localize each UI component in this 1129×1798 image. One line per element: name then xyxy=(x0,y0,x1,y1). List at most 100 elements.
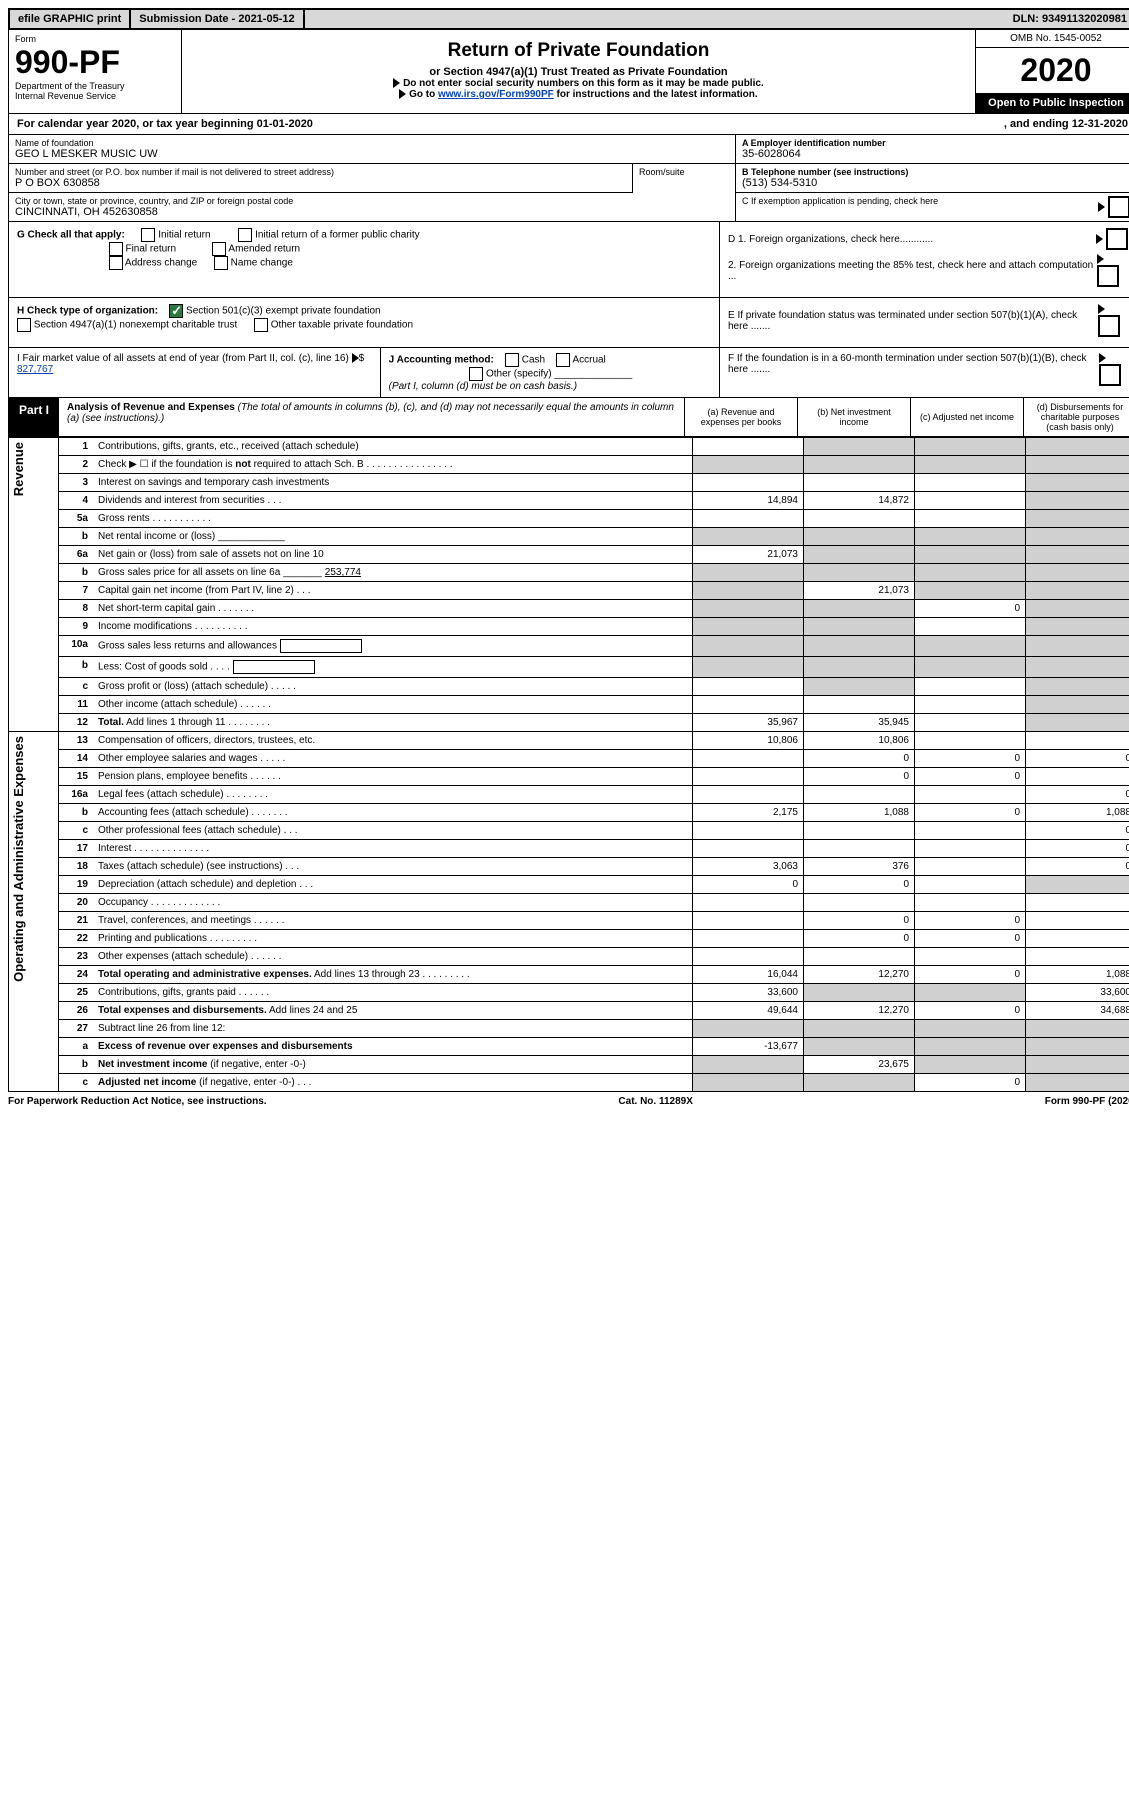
table-row: 18 Taxes (attach schedule) (see instruct… xyxy=(9,858,1129,876)
omb-number: OMB No. 1545-0052 xyxy=(976,30,1129,48)
cell-value xyxy=(693,912,804,930)
checkbox-final[interactable] xyxy=(109,242,123,256)
cell-value xyxy=(1026,732,1129,750)
line-label: Printing and publications . . . . . . . … xyxy=(93,930,693,948)
cell-value: 21,073 xyxy=(804,582,915,600)
line-label: Gross rents . . . . . . . . . . . xyxy=(93,510,693,528)
checkbox-name[interactable] xyxy=(214,256,228,270)
cell-grey xyxy=(1026,546,1129,564)
table-row: 7 Capital gain net income (from Part IV,… xyxy=(9,582,1129,600)
table-row: b Less: Cost of goods sold . . . . xyxy=(9,657,1129,678)
efile-label[interactable]: efile GRAPHIC print xyxy=(10,10,129,28)
note-link: Go to www.irs.gov/Form990PF for instruct… xyxy=(188,89,969,100)
checkbox-other-tax[interactable] xyxy=(254,318,268,332)
cell-value xyxy=(915,714,1026,732)
cell-value xyxy=(915,696,1026,714)
cell-value xyxy=(915,876,1026,894)
cell-grey xyxy=(1026,600,1129,618)
table-row: c Other professional fees (attach schedu… xyxy=(9,822,1129,840)
ein-cell: A Employer identification number 35-6028… xyxy=(736,135,1129,164)
cell-value xyxy=(693,894,804,912)
cell-value xyxy=(1026,930,1129,948)
line-label: Other expenses (attach schedule) . . . .… xyxy=(93,948,693,966)
line-number: b xyxy=(59,1056,94,1074)
triangle-icon xyxy=(1098,304,1105,314)
checkbox-f[interactable] xyxy=(1099,364,1121,386)
d1-label: D 1. Foreign organizations, check here..… xyxy=(728,234,933,245)
cell-value xyxy=(915,474,1026,492)
cell-grey xyxy=(1026,876,1129,894)
cell-value: 0 xyxy=(915,1074,1026,1092)
checkbox-4947[interactable] xyxy=(17,318,31,332)
form-label: Form xyxy=(15,34,175,44)
line-number: 7 xyxy=(59,582,94,600)
checkbox-other-method[interactable] xyxy=(469,367,483,381)
phone: (513) 534-5310 xyxy=(742,177,817,189)
cell-grey xyxy=(915,456,1026,474)
cell-value xyxy=(804,786,915,804)
header-center: Return of Private Foundation or Section … xyxy=(182,30,975,113)
cell-value xyxy=(804,696,915,714)
triangle-icon xyxy=(399,89,406,99)
line-number: 4 xyxy=(59,492,94,510)
g-d-row: G Check all that apply: Initial return I… xyxy=(8,222,1129,298)
cell-grey xyxy=(804,564,915,582)
checkbox-d2[interactable] xyxy=(1097,265,1119,287)
checkbox-address[interactable] xyxy=(109,256,123,270)
checkbox-amended[interactable] xyxy=(212,242,226,256)
cell-grey xyxy=(1026,1038,1129,1056)
city-cell: City or town, state or province, country… xyxy=(9,193,735,221)
line-number: a xyxy=(59,1038,94,1056)
foundation-name-cell: Name of foundation GEO L MESKER MUSIC UW xyxy=(9,135,735,164)
table-row: 17 Interest . . . . . . . . . . . . . . … xyxy=(9,840,1129,858)
line-number: c xyxy=(59,1074,94,1092)
cell-value: 0 xyxy=(1026,840,1129,858)
line-label: Legal fees (attach schedule) . . . . . .… xyxy=(93,786,693,804)
cell-value xyxy=(915,492,1026,510)
checkbox-initial-former[interactable] xyxy=(238,228,252,242)
cell-value: 0 xyxy=(915,750,1026,768)
table-row: 21 Travel, conferences, and meetings . .… xyxy=(9,912,1129,930)
cell-value xyxy=(1026,912,1129,930)
checkbox-initial[interactable] xyxy=(141,228,155,242)
line-label: Compensation of officers, directors, tru… xyxy=(93,732,693,750)
line-label: Pension plans, employee benefits . . . .… xyxy=(93,768,693,786)
expense-section-label: Operating and Administrative Expenses xyxy=(9,732,59,1092)
checkbox-e[interactable] xyxy=(1098,315,1120,337)
table-row: 2 Check ▶ ☐ if the foundation is not req… xyxy=(9,456,1129,474)
line-number: 15 xyxy=(59,768,94,786)
triangle-icon xyxy=(1097,254,1104,264)
cell-value: 0 xyxy=(915,600,1026,618)
fmv-link[interactable]: 827,767 xyxy=(17,364,53,375)
note-ssn: Do not enter social security numbers on … xyxy=(188,78,969,89)
line-number: 6a xyxy=(59,546,94,564)
cell-value: 3,063 xyxy=(693,858,804,876)
cell-value: 0 xyxy=(804,876,915,894)
line-label: Contributions, gifts, grants, etc., rece… xyxy=(93,438,693,456)
checkbox-cash[interactable] xyxy=(505,353,519,367)
checkbox-c[interactable] xyxy=(1108,196,1129,218)
irs-link[interactable]: www.irs.gov/Form990PF xyxy=(438,89,554,100)
room-cell: Room/suite xyxy=(633,164,735,193)
table-row: 23 Other expenses (attach schedule) . . … xyxy=(9,948,1129,966)
checkbox-501c3[interactable] xyxy=(169,304,183,318)
line-label: Interest . . . . . . . . . . . . . . xyxy=(93,840,693,858)
address-cell: Number and street (or P.O. box number if… xyxy=(9,164,633,193)
cell-grey xyxy=(915,1056,1026,1074)
line-label: Accounting fees (attach schedule) . . . … xyxy=(93,804,693,822)
line-label: Occupancy . . . . . . . . . . . . . xyxy=(93,894,693,912)
cell-value xyxy=(915,618,1026,636)
cell-value xyxy=(804,894,915,912)
cell-grey xyxy=(804,456,915,474)
cell-grey xyxy=(1026,1074,1129,1092)
cell-grey xyxy=(1026,528,1129,546)
line-label: Travel, conferences, and meetings . . . … xyxy=(93,912,693,930)
line-number: 27 xyxy=(59,1020,94,1038)
cell-value: 376 xyxy=(804,858,915,876)
cell-value xyxy=(804,510,915,528)
cell-grey xyxy=(1026,564,1129,582)
checkbox-accrual[interactable] xyxy=(556,353,570,367)
top-bar: efile GRAPHIC print Submission Date - 20… xyxy=(8,8,1129,30)
table-row: Operating and Administrative Expenses 13… xyxy=(9,732,1129,750)
checkbox-d1[interactable] xyxy=(1106,228,1128,250)
